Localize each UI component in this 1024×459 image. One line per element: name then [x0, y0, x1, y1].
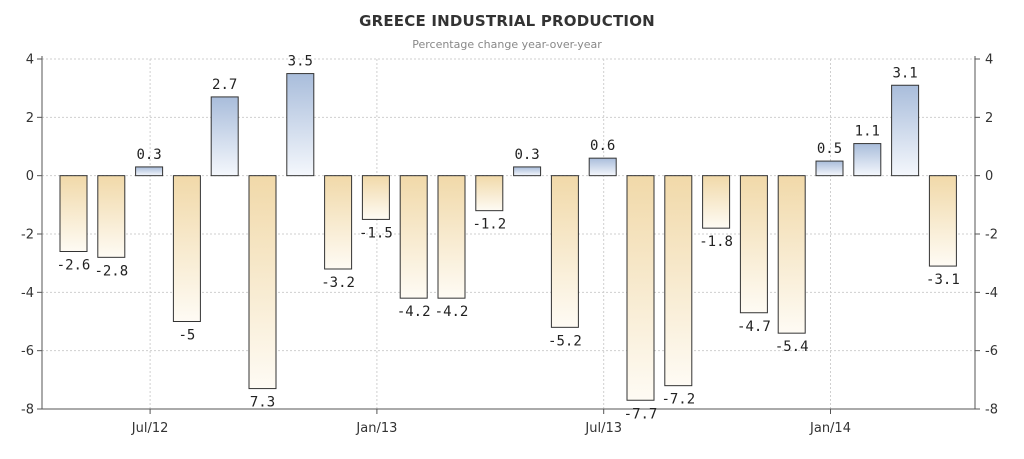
x-tick-label: Jul/13	[584, 421, 622, 436]
data-label: -3.1	[926, 272, 960, 288]
chart-title: GREECE INDUSTRIAL PRODUCTION	[359, 12, 655, 30]
y-tick-label-left: 4	[26, 53, 34, 68]
data-label: -1.8	[699, 234, 733, 250]
data-label: -5	[178, 328, 195, 344]
bar	[437, 175, 466, 299]
bar	[475, 175, 504, 212]
bar	[928, 175, 957, 267]
y-tick-label-right: -6	[985, 344, 998, 359]
data-label: -5.4	[775, 339, 809, 355]
x-tick-label: Jul/12	[131, 421, 169, 436]
bar	[853, 143, 882, 177]
y-tick-label-left: -6	[21, 344, 34, 359]
data-label: 3.1	[892, 65, 917, 81]
data-label: -4.7	[737, 319, 771, 335]
bar	[739, 175, 768, 314]
bar	[324, 175, 353, 270]
bars	[59, 73, 957, 401]
bar	[513, 166, 542, 177]
bar	[550, 175, 579, 328]
data-label: -7.2	[661, 392, 695, 408]
bar	[399, 175, 428, 299]
y-tick-label-left: -2	[21, 228, 34, 243]
x-tick-label: Jan/13	[355, 421, 397, 436]
y-tick-label-left: 2	[26, 111, 34, 126]
axes: 4 4 2 2 0 0 -2 -2 -4 -4 -6 -6 -8 -8 Jul/12 Jan/13 Jul/13…	[21, 53, 998, 437]
bar	[286, 73, 315, 177]
y-tick-label-right: 4	[985, 53, 993, 68]
bar	[626, 175, 655, 401]
bar	[59, 175, 88, 253]
data-label: -2.6	[57, 258, 91, 274]
data-label: 0.3	[136, 147, 161, 163]
data-label: 3.5	[288, 54, 313, 70]
bar	[97, 175, 126, 258]
y-tick-label-left: 0	[26, 169, 34, 184]
data-label: -2.8	[94, 263, 128, 279]
bar	[210, 96, 239, 177]
data-label: -1.2	[472, 217, 506, 233]
bar	[588, 157, 617, 177]
bar	[135, 166, 164, 177]
bar	[248, 175, 277, 390]
bar	[777, 175, 806, 334]
y-tick-label-left: -4	[21, 286, 34, 301]
bar	[815, 160, 844, 177]
data-label: -7.7	[624, 406, 658, 422]
y-tick-label-right: -4	[985, 286, 998, 301]
data-label: -1.5	[359, 225, 393, 241]
data-label: 0.5	[817, 141, 842, 157]
bar	[891, 84, 920, 177]
y-tick-label-right: 0	[985, 169, 993, 184]
data-label: 7.3	[250, 395, 275, 411]
data-label: 0.6	[590, 138, 615, 154]
data-label: -3.2	[321, 275, 355, 291]
bar	[361, 175, 390, 220]
data-label: -4.2	[435, 304, 469, 320]
y-tick-label-right: -8	[985, 403, 998, 418]
data-label: 2.7	[212, 77, 237, 93]
bar	[664, 175, 693, 387]
chart-subtitle: Percentage change year-over-year	[412, 38, 602, 51]
data-label: -5.2	[548, 333, 582, 349]
data-label: -4.2	[397, 304, 431, 320]
y-tick-label-right: 2	[985, 111, 993, 126]
data-label: 0.3	[514, 147, 539, 163]
bar	[172, 175, 201, 322]
bar	[702, 175, 731, 229]
data-label: 1.1	[855, 124, 880, 140]
y-tick-label-left: -8	[21, 403, 34, 418]
x-tick-label: Jan/14	[809, 421, 851, 436]
data-labels: -2.6 -2.8 0.3 -5 2.7 7.3 3.5 -3.2 -1.5 -4.2 -4.2 -1…	[57, 54, 960, 423]
y-tick-label-right: -2	[985, 228, 998, 243]
